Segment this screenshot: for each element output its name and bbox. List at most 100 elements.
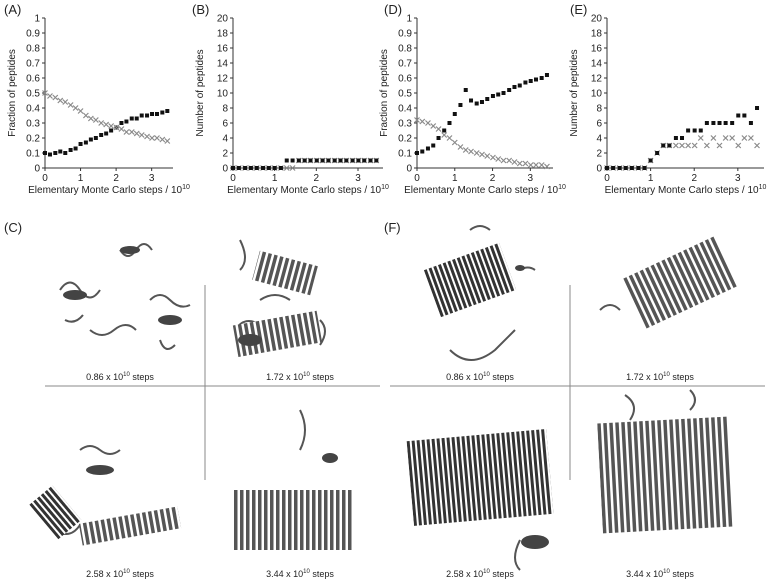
y-tick-label: 0.3 [26, 119, 40, 130]
point [374, 158, 379, 163]
point [539, 76, 544, 80]
y-tick-label: 0.8 [398, 44, 412, 55]
point [507, 88, 512, 92]
x-tick-label: 0 [42, 173, 48, 184]
caption-sup: 10 [483, 372, 490, 378]
x-axis-label-sup: 10 [558, 184, 566, 191]
caption: 1.72 x 1010 steps [626, 372, 694, 382]
panel-label: (B) [192, 2, 209, 17]
x-tick-label: 3 [149, 173, 155, 184]
y-axis-label: Number of peptides [569, 49, 580, 136]
point [302, 158, 307, 163]
y-tick-label: 0 [34, 164, 40, 175]
x-axis-label-text: Elementary Monte Carlo steps / 10 [28, 185, 182, 196]
point [623, 166, 628, 170]
point [484, 153, 491, 159]
point [103, 121, 110, 128]
point [473, 150, 480, 156]
point [711, 121, 716, 125]
point [62, 99, 69, 105]
point [538, 162, 545, 168]
caption-text: 2.58 x 10 [446, 569, 483, 579]
point [145, 113, 150, 118]
point [98, 120, 105, 126]
point [533, 162, 539, 168]
x-tick-label: 3 [528, 173, 534, 184]
point [289, 165, 296, 171]
point [506, 157, 513, 164]
y-tick-label: 4 [596, 134, 602, 145]
point [629, 166, 634, 170]
point [314, 158, 319, 163]
x-axis-label: Elementary Monte Carlo steps / 1010 [605, 184, 767, 196]
x-tick-label: 0 [604, 173, 610, 184]
y-tick-label: 0 [222, 164, 228, 175]
caption-text: 2.58 x 10 [86, 569, 123, 579]
point [742, 113, 747, 118]
point [88, 137, 93, 142]
point [435, 126, 442, 132]
point [266, 166, 271, 170]
y-tick-label: 2 [596, 149, 602, 160]
point [485, 97, 490, 101]
point [63, 151, 68, 155]
point [283, 165, 290, 171]
point [425, 120, 431, 126]
point [748, 121, 753, 125]
y-tick-label: 0 [406, 164, 412, 175]
point [58, 149, 63, 154]
point [686, 128, 691, 133]
caption-sup: 10 [123, 372, 130, 378]
point [516, 160, 523, 167]
point [685, 142, 692, 149]
x-tick-label: 1 [78, 173, 84, 184]
point [134, 116, 139, 121]
point [436, 136, 441, 140]
panel-label: (A) [4, 2, 21, 17]
caption-sup: 10 [663, 372, 670, 378]
y-tick-label: 0.5 [26, 89, 40, 100]
point [159, 136, 166, 143]
point [108, 123, 115, 129]
caption-text: 3.44 x 10 [266, 569, 303, 579]
caption-tail: steps [490, 569, 515, 579]
point [636, 166, 641, 170]
y-tick-label: 0.7 [26, 59, 40, 70]
point [236, 166, 241, 170]
point [368, 158, 373, 163]
point [754, 142, 760, 149]
point [442, 128, 447, 133]
point [431, 143, 436, 148]
y-tick-label: 1 [406, 14, 412, 25]
point [113, 124, 120, 131]
point [447, 121, 452, 125]
y-tick-label: 18 [217, 29, 229, 40]
point [697, 135, 704, 141]
x-tick-label: 2 [490, 173, 496, 184]
point [512, 85, 517, 89]
point [425, 146, 430, 151]
point [451, 139, 458, 146]
y-tick-label: 10 [217, 89, 229, 100]
x-tick-label: 0 [230, 173, 236, 184]
point [83, 140, 88, 145]
y-tick-label: 2 [222, 149, 228, 160]
point [703, 142, 710, 149]
x-tick-label: 1 [648, 173, 654, 184]
point [344, 158, 349, 163]
caption-sup: 10 [303, 372, 310, 378]
y-tick-label: 8 [596, 104, 602, 115]
point [462, 147, 469, 153]
point [501, 91, 506, 95]
x-tick-label: 2 [314, 173, 320, 184]
point [736, 113, 741, 118]
point [362, 158, 367, 163]
x-axis-label-text: Elementary Monte Carlo steps / 10 [227, 185, 381, 196]
x-tick-label: 3 [355, 173, 361, 184]
point [47, 93, 53, 99]
point [138, 132, 145, 138]
point [165, 109, 170, 113]
point [430, 123, 437, 129]
point [642, 166, 647, 170]
